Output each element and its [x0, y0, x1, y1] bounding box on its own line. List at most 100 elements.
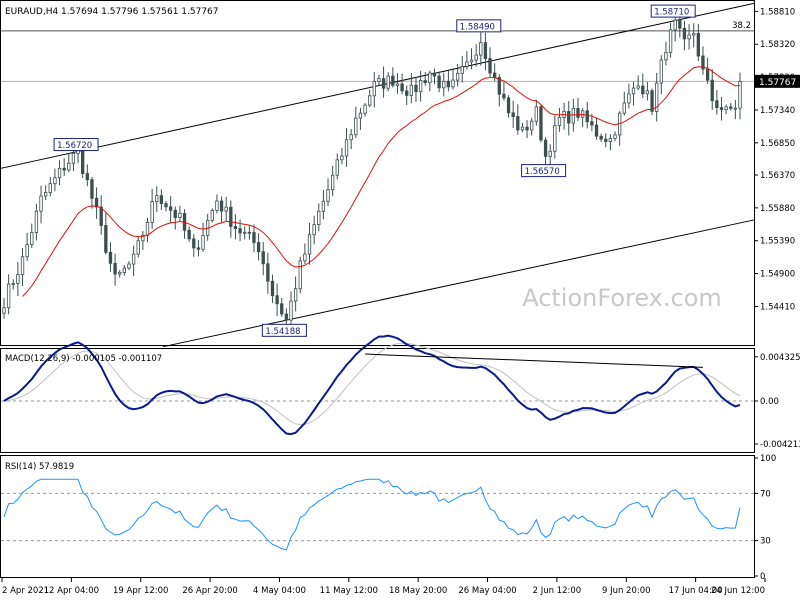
price-tick-label: 1.58320	[760, 40, 795, 50]
candle	[293, 276, 298, 312]
candle	[20, 247, 25, 286]
price-tick-label: 1.54410	[760, 302, 795, 312]
candle	[451, 68, 455, 90]
time-tick-label: 26 May 04:00	[458, 586, 516, 596]
time-tick-label: 2 Apr 2021	[2, 586, 49, 596]
last-price-badge-bg	[755, 74, 800, 88]
candles	[2, 8, 742, 332]
macd-label: MACD(12,26,9) -0.000105 -0.001107	[5, 354, 162, 364]
candle	[511, 100, 515, 128]
candle	[141, 231, 145, 250]
candle	[298, 256, 302, 294]
candle	[460, 55, 464, 83]
candle	[16, 261, 20, 297]
candle	[344, 128, 349, 167]
candle	[729, 102, 733, 111]
candle	[525, 120, 529, 138]
candle	[696, 23, 701, 62]
last-price-badge: 1.57767	[755, 74, 800, 88]
candle	[562, 102, 566, 130]
candle	[687, 24, 691, 50]
candle	[243, 226, 247, 240]
candle	[2, 297, 6, 319]
candle	[405, 85, 409, 106]
macd-line	[3, 334, 741, 436]
candle	[423, 72, 427, 86]
candle	[520, 122, 525, 133]
time-tick-label: 11 May 12:00	[320, 586, 378, 596]
rsi-tick-label: 0	[760, 572, 765, 582]
candle	[631, 81, 636, 106]
panel-frames	[0, 0, 755, 578]
candle	[233, 214, 238, 240]
candle	[710, 69, 714, 110]
candle	[363, 103, 367, 117]
price-tick-label: 1.54900	[760, 270, 795, 280]
rsi-panel-frame	[0, 455, 755, 578]
macd-tick-label: 0.004325	[760, 353, 800, 363]
candle	[506, 95, 511, 118]
candle	[229, 200, 233, 238]
candle	[307, 222, 312, 265]
price-header: EURAUD,H4 1.57694 1.57796 1.57561 1.5776…	[5, 7, 219, 17]
candle	[224, 196, 228, 222]
candle	[280, 297, 284, 317]
time-tick-label: 2 Jun 12:00	[533, 586, 582, 596]
candle	[201, 222, 205, 253]
candle	[724, 104, 728, 115]
candle	[270, 274, 275, 303]
price-annotation: 1.56720	[53, 138, 99, 152]
fib-label: 38.2	[732, 21, 751, 31]
candle	[113, 253, 117, 286]
candle	[256, 233, 261, 261]
candle	[182, 209, 187, 239]
candle	[219, 196, 224, 223]
time-tick-label: 12 Apr 04:00	[44, 586, 99, 596]
candle	[733, 99, 738, 120]
candle	[701, 46, 705, 75]
candle	[488, 47, 492, 78]
candle	[655, 72, 659, 122]
candle	[131, 245, 136, 277]
candle	[39, 185, 43, 224]
price-annotation: 1.54188	[261, 323, 307, 337]
candle	[432, 68, 437, 85]
time-tick-label: 24 Jun 12:00	[711, 586, 765, 596]
candle	[692, 23, 696, 48]
time-tick-label: 17 Jun 04:00	[669, 586, 723, 596]
candle	[67, 153, 71, 173]
candle	[650, 88, 654, 116]
candle	[53, 168, 57, 192]
candle	[118, 270, 122, 278]
time-tick-label: 19 Apr 12:00	[113, 586, 168, 596]
candle	[368, 89, 372, 108]
price-annotation-text: 1.58490	[460, 22, 495, 32]
candle	[312, 215, 316, 245]
price-tick-label: 1.55390	[760, 237, 795, 247]
candle	[483, 32, 488, 71]
price-tick-label: 1.58810	[760, 7, 795, 17]
candle	[682, 20, 687, 51]
candle	[358, 107, 363, 130]
price-annotation-text: 1.56570	[525, 167, 560, 177]
candle	[567, 101, 571, 136]
candle	[580, 108, 585, 128]
candle	[668, 22, 673, 58]
price-tick-label: 1.57340	[760, 106, 795, 116]
price-annotation: 1.56570	[521, 164, 567, 178]
candle	[377, 74, 381, 86]
macd-axis: 0.004325 0.00 -0.004213	[754, 353, 800, 450]
price-annotation-text: 1.56720	[57, 141, 92, 151]
rsi-tick-label: 100	[760, 454, 776, 464]
candle	[330, 165, 335, 197]
candle	[6, 274, 11, 315]
candle	[178, 206, 182, 221]
candle	[252, 224, 256, 253]
moving-average-line	[22, 66, 741, 297]
candle	[543, 137, 548, 166]
candle	[409, 72, 414, 104]
candle	[210, 208, 214, 223]
candle	[150, 188, 154, 229]
candle	[645, 81, 650, 101]
candle	[502, 82, 506, 101]
